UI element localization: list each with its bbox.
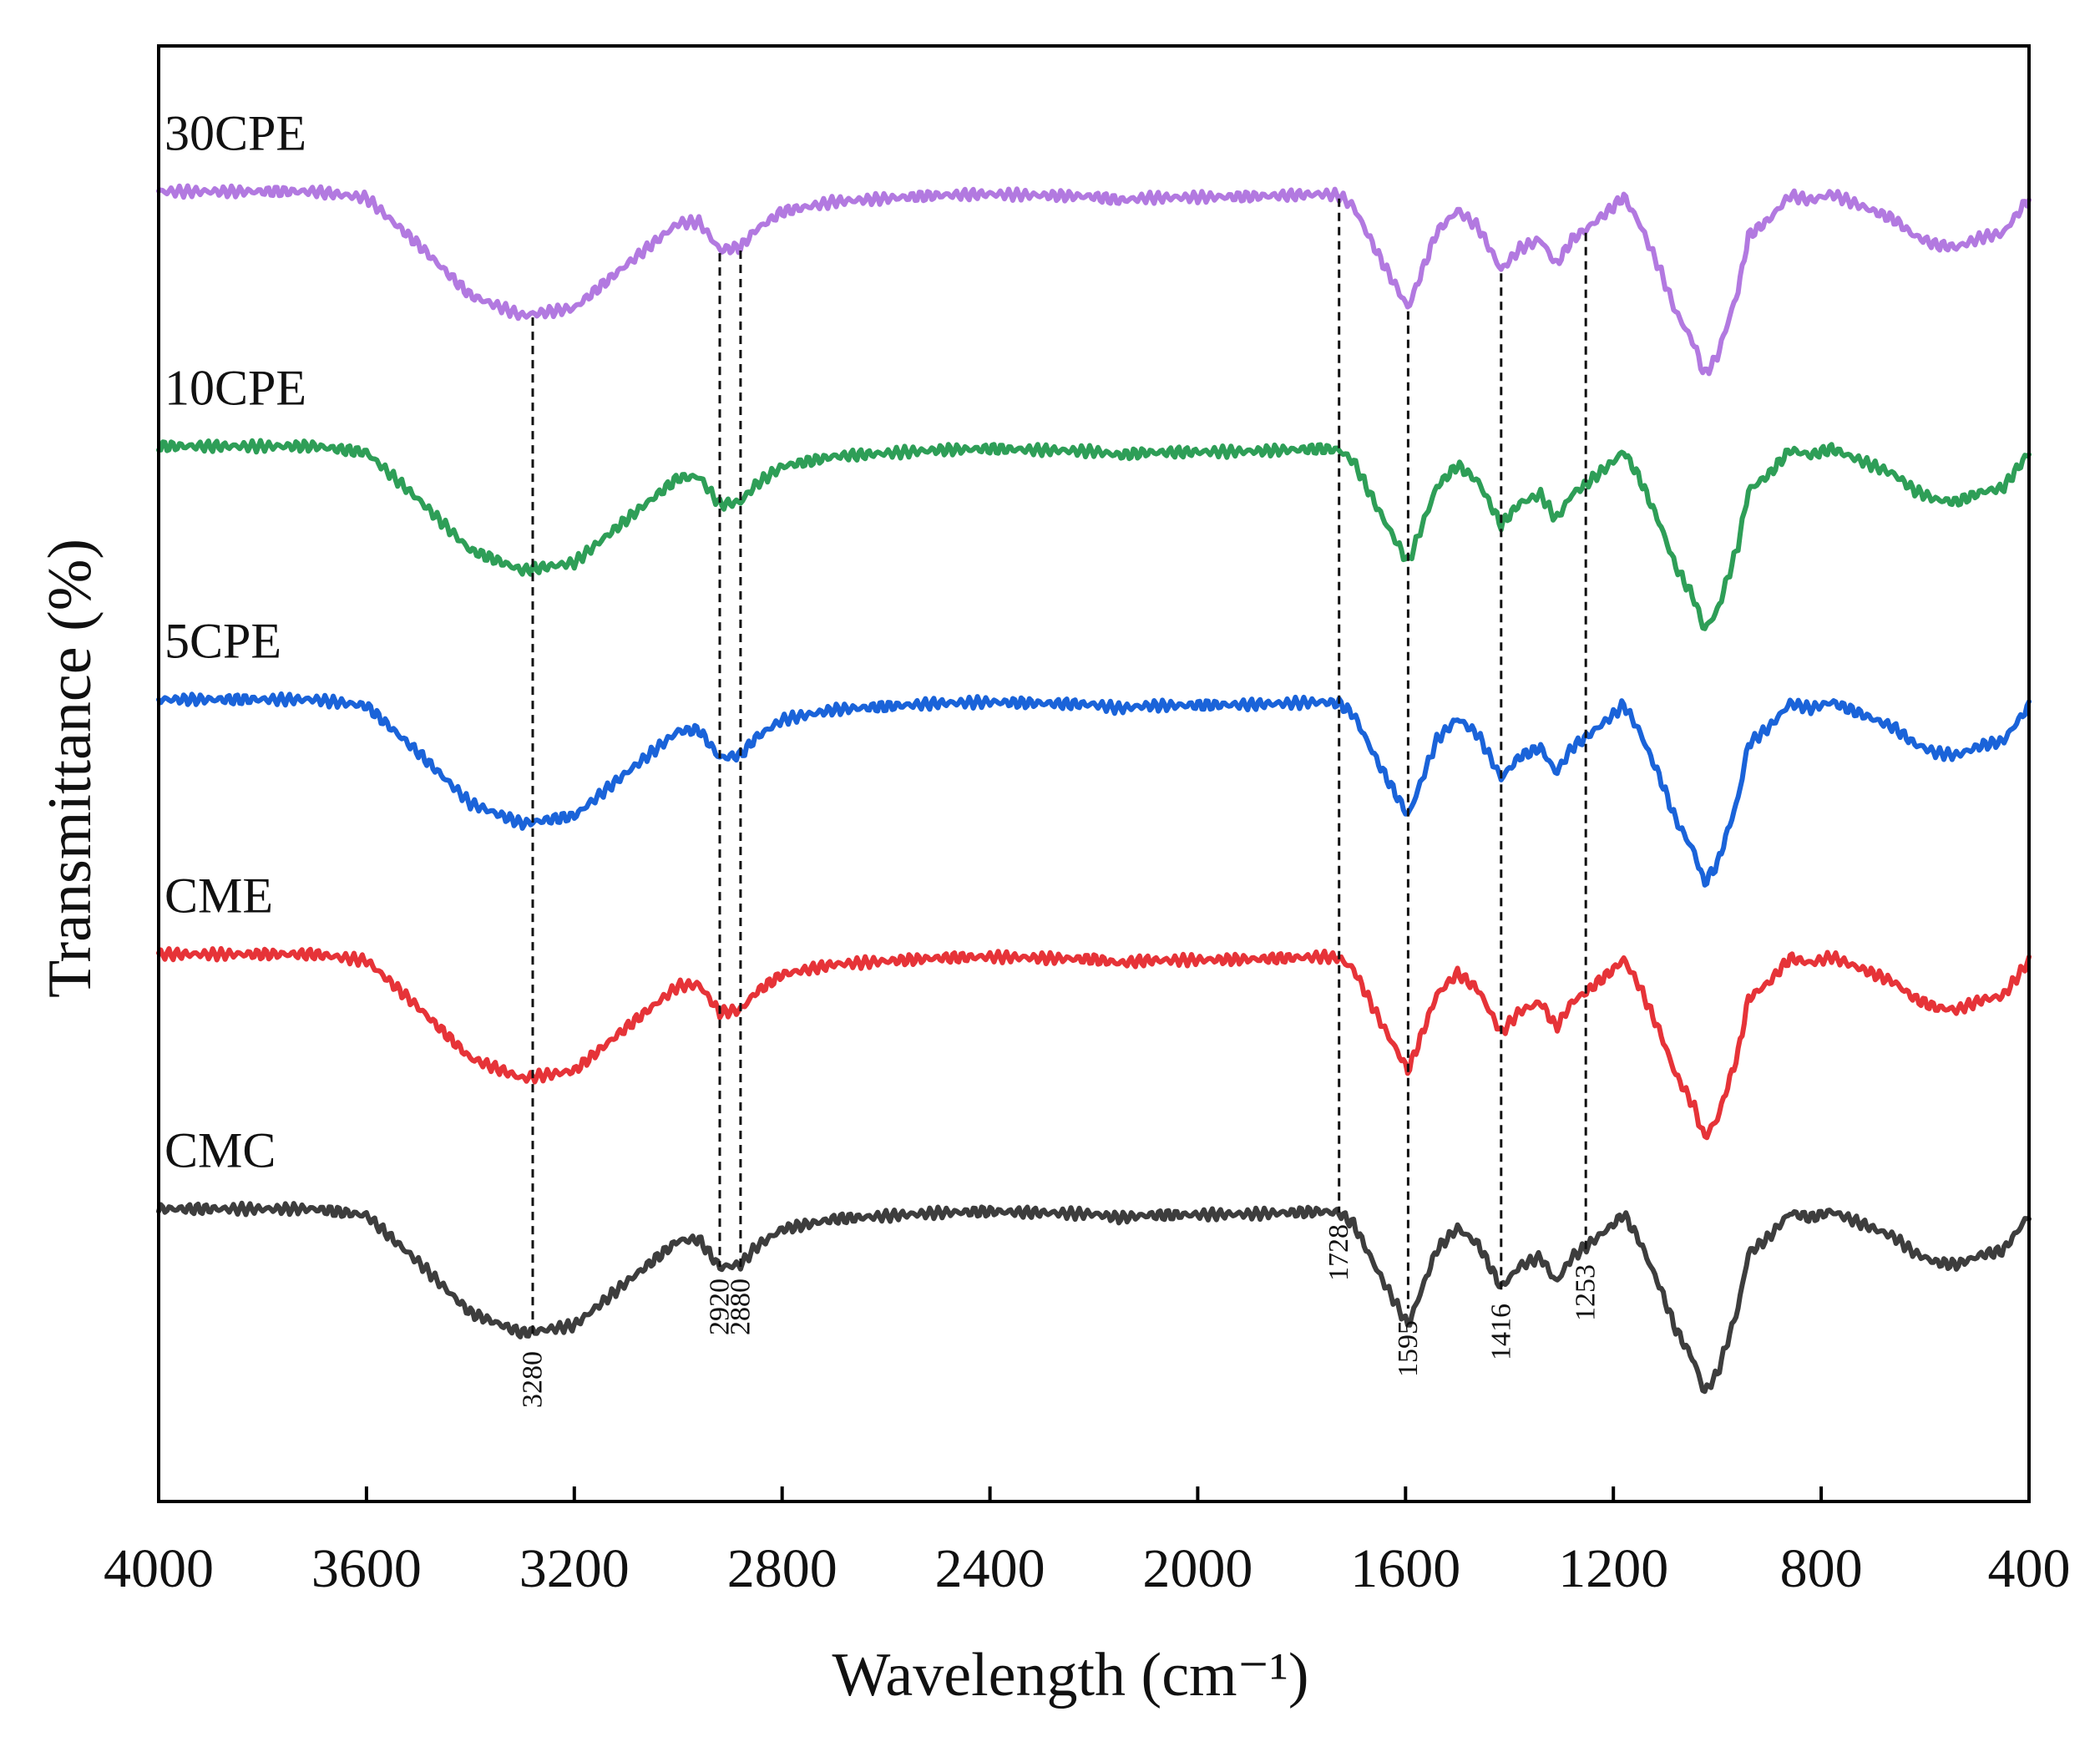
x-tick-label-3600: 3600 — [311, 1538, 422, 1599]
x-tick-label-2400: 2400 — [935, 1538, 1045, 1599]
x-tick-label-4000: 4000 — [104, 1538, 214, 1599]
peak-label-2920: 2920 — [705, 1279, 736, 1335]
series-line-cme — [156, 945, 2032, 1141]
x-tick-label-2000: 2000 — [1142, 1538, 1252, 1599]
x-tick-label-1600: 1600 — [1350, 1538, 1460, 1599]
series-label-cmc: CMC — [164, 1123, 276, 1178]
x-tick-label-1200: 1200 — [1558, 1538, 1668, 1599]
peak-label-3280: 3280 — [518, 1351, 549, 1408]
x-tick-label-800: 800 — [1780, 1538, 1863, 1599]
series-line-30cpe — [156, 183, 2032, 377]
series-line-5cpe — [156, 691, 2032, 888]
x-tick-label-3200: 3200 — [519, 1538, 630, 1599]
plot-frame — [157, 44, 2031, 1503]
x-tick-label-400: 400 — [1988, 1538, 2071, 1599]
series-label-5cpe: 5CPE — [164, 614, 281, 669]
peak-label-1416: 1416 — [1485, 1304, 1516, 1360]
peak-label-1728: 1728 — [1323, 1224, 1354, 1281]
x-tick-label-2800: 2800 — [727, 1538, 837, 1599]
x-axis-ticks: 4000 3600 3200 2800 2400 2000 1600 1200 800 400 — [104, 1486, 2071, 1599]
series-line-10cpe — [156, 438, 2032, 631]
series-layer — [156, 183, 2032, 1395]
series-label-layer: 30CPE 10CPE 5CPE CME CMC — [164, 105, 306, 1177]
y-axis-title: Transmittance (%) — [36, 539, 104, 998]
series-line-cmc — [156, 1200, 2032, 1395]
series-label-cme: CME — [164, 868, 273, 924]
series-label-30cpe: 30CPE — [164, 105, 306, 160]
peak-label-1253: 1253 — [1571, 1264, 1602, 1321]
series-label-10cpe: 10CPE — [164, 360, 306, 415]
peak-label-2880: 2880 — [725, 1279, 756, 1335]
x-axis-title: Wavelength (cm⁻¹) — [832, 1641, 1308, 1709]
peak-label-1595: 1595 — [1393, 1320, 1424, 1377]
